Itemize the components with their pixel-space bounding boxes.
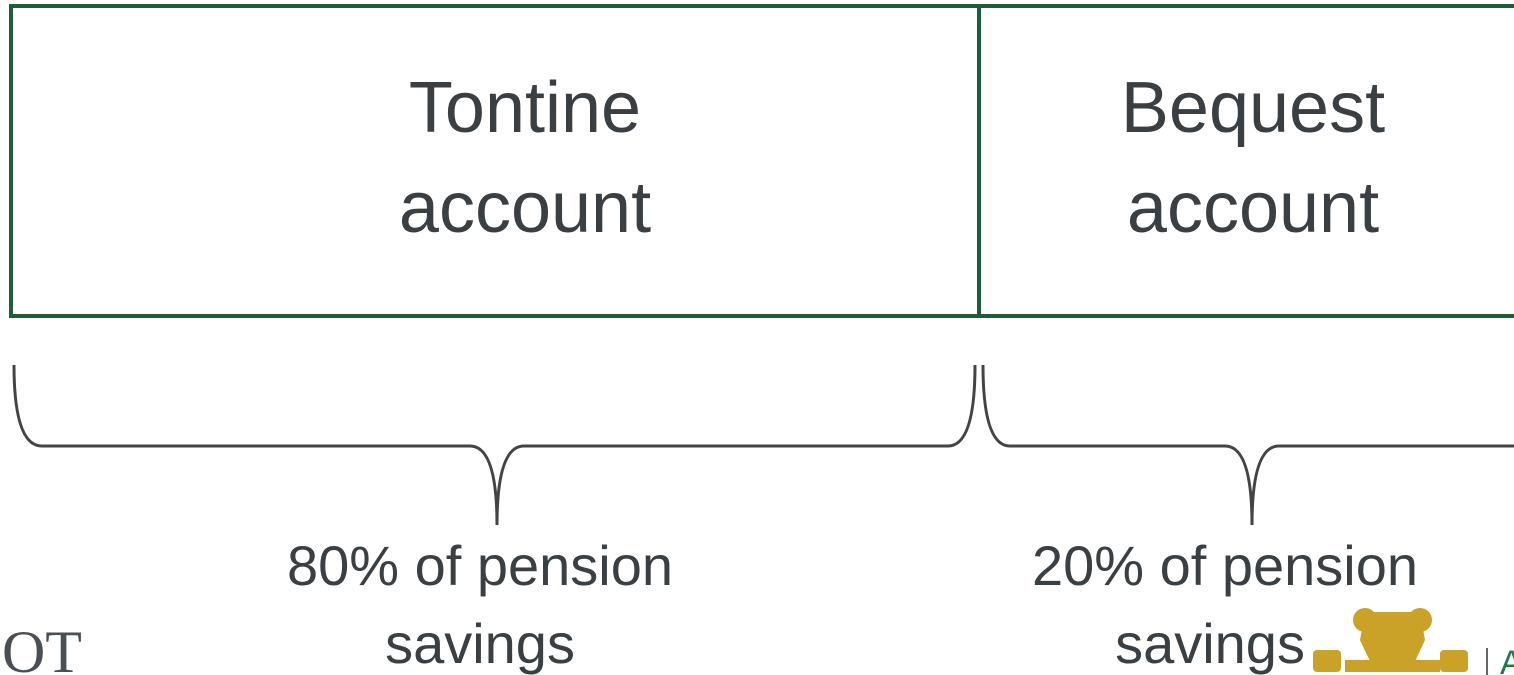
account-box bbox=[9, 4, 1514, 318]
logo-text: IOT bbox=[0, 619, 82, 675]
brace-label: 20% of pension bbox=[1032, 534, 1418, 597]
brace bbox=[981, 364, 1514, 526]
box-label: account bbox=[1127, 168, 1379, 248]
brace-label: 80% of pension bbox=[287, 534, 673, 597]
crest-logo bbox=[1313, 608, 1468, 672]
box-label: account bbox=[399, 168, 651, 248]
brace bbox=[12, 364, 977, 526]
brace-label: savings bbox=[385, 612, 575, 675]
box-label: Bequest bbox=[1121, 68, 1385, 148]
brace-label: savings bbox=[1115, 612, 1305, 675]
footer-text: A bbox=[1500, 644, 1514, 675]
box-label: Tontine bbox=[409, 68, 641, 148]
